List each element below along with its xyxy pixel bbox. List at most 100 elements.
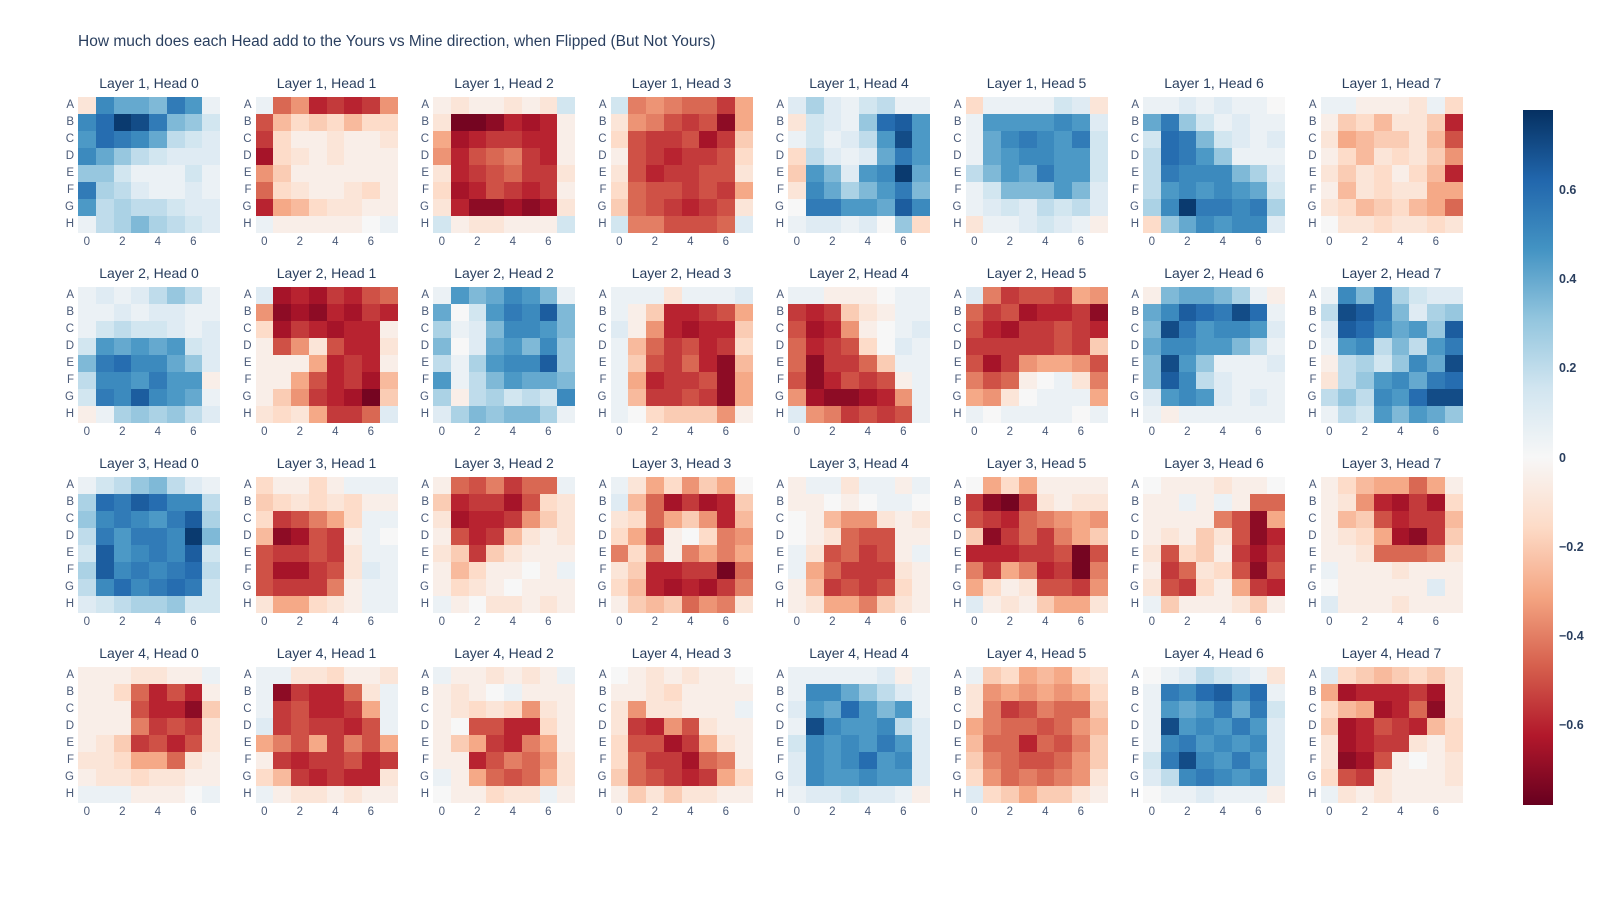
heatmap-cell[interactable] (468, 752, 487, 769)
heatmap-cell[interactable] (1018, 769, 1037, 786)
heatmap-cell[interactable] (450, 528, 469, 545)
heatmap-cell[interactable] (166, 114, 185, 131)
heatmap-cell[interactable] (823, 216, 842, 233)
heatmap-cell[interactable] (1427, 114, 1445, 131)
heatmap-cell[interactable] (1231, 304, 1250, 321)
heatmap-cell[interactable] (1072, 148, 1090, 165)
heatmap-cell[interactable] (1072, 165, 1090, 182)
heatmap-cell[interactable] (1089, 684, 1108, 701)
heatmap-cell[interactable] (788, 97, 806, 114)
heatmap-cell[interactable] (1373, 752, 1392, 769)
heatmap-cell[interactable] (149, 131, 167, 148)
heatmap-cell[interactable] (876, 182, 895, 199)
heatmap-cell[interactable] (1036, 769, 1055, 786)
heatmap-cell[interactable] (1089, 701, 1108, 718)
heatmap-cell[interactable] (273, 182, 291, 199)
heatmap-cell[interactable] (291, 579, 309, 596)
heatmap-cell[interactable] (734, 338, 753, 355)
heatmap-cell[interactable] (894, 338, 913, 355)
heatmap-cell[interactable] (95, 528, 114, 545)
heatmap-cell[interactable] (1160, 372, 1179, 389)
heatmap-cell[interactable] (1409, 182, 1427, 199)
heatmap-cell[interactable] (149, 321, 167, 338)
heatmap-cell[interactable] (1267, 511, 1285, 528)
heatmap-cell[interactable] (1089, 528, 1108, 545)
heatmap-cell[interactable] (255, 287, 274, 304)
heatmap-cell[interactable] (557, 752, 575, 769)
heatmap-cell[interactable] (1391, 752, 1410, 769)
heatmap-cell[interactable] (521, 735, 540, 752)
heatmap-cell[interactable] (1391, 389, 1410, 406)
heatmap-cell[interactable] (699, 372, 717, 389)
heatmap-cell[interactable] (699, 511, 717, 528)
heatmap-cell[interactable] (1036, 562, 1055, 579)
heatmap-cell[interactable] (326, 216, 345, 233)
heatmap-cell[interactable] (1214, 562, 1232, 579)
heatmap-cell[interactable] (734, 199, 753, 216)
heatmap-cell[interactable] (1356, 131, 1374, 148)
heatmap-cell[interactable] (717, 165, 735, 182)
heatmap-cell[interactable] (610, 287, 629, 304)
heatmap-cell[interactable] (539, 355, 558, 372)
heatmap-cell[interactable] (1214, 216, 1232, 233)
heatmap-cell[interactable] (646, 579, 664, 596)
heatmap-cell[interactable] (362, 701, 380, 718)
heatmap-cell[interactable] (486, 338, 504, 355)
heatmap-cell[interactable] (1036, 477, 1055, 494)
heatmap-cell[interactable] (291, 596, 309, 613)
heatmap-cell[interactable] (823, 667, 842, 684)
heatmap-cell[interactable] (1356, 148, 1374, 165)
heatmap-cell[interactable] (894, 304, 913, 321)
heatmap-cell[interactable] (1267, 304, 1285, 321)
heatmap-cell[interactable] (1214, 667, 1232, 684)
heatmap-cell[interactable] (1001, 216, 1019, 233)
heatmap-cell[interactable] (78, 97, 96, 114)
heatmap-cell[interactable] (1001, 165, 1019, 182)
heatmap-cell[interactable] (1444, 131, 1463, 148)
heatmap-cell[interactable] (326, 718, 345, 735)
heatmap-cell[interactable] (663, 406, 682, 423)
heatmap-cell[interactable] (326, 114, 345, 131)
heatmap-cell[interactable] (433, 701, 451, 718)
heatmap-cell[interactable] (734, 406, 753, 423)
heatmap-cell[interactable] (1054, 701, 1072, 718)
heatmap-cell[interactable] (859, 786, 877, 803)
heatmap-cell[interactable] (699, 182, 717, 199)
heatmap-cell[interactable] (362, 199, 380, 216)
heatmap-cell[interactable] (1160, 287, 1179, 304)
heatmap-cell[interactable] (717, 769, 735, 786)
heatmap-cell[interactable] (557, 199, 575, 216)
heatmap-cell[interactable] (734, 148, 753, 165)
heatmap-cell[interactable] (273, 528, 291, 545)
heatmap-cell[interactable] (983, 579, 1001, 596)
heatmap-cell[interactable] (1036, 786, 1055, 803)
heatmap-cell[interactable] (841, 182, 859, 199)
heatmap-cell[interactable] (788, 596, 806, 613)
heatmap-cell[interactable] (912, 511, 930, 528)
heatmap-cell[interactable] (433, 304, 451, 321)
heatmap-cell[interactable] (1018, 182, 1037, 199)
heatmap-cell[interactable] (557, 684, 575, 701)
heatmap-cell[interactable] (95, 701, 114, 718)
heatmap-cell[interactable] (468, 701, 487, 718)
heatmap-cell[interactable] (1409, 97, 1427, 114)
heatmap-cell[interactable] (255, 701, 274, 718)
heatmap-cell[interactable] (468, 494, 487, 511)
heatmap-cell[interactable] (184, 718, 203, 735)
heatmap-cell[interactable] (646, 338, 664, 355)
heatmap-cell[interactable] (1214, 389, 1232, 406)
heatmap-cell[interactable] (95, 735, 114, 752)
heatmap-cell[interactable] (610, 562, 629, 579)
heatmap-cell[interactable] (468, 718, 487, 735)
heatmap-cell[interactable] (78, 596, 96, 613)
heatmap-cell[interactable] (1072, 406, 1090, 423)
heatmap-cell[interactable] (379, 718, 398, 735)
heatmap-cell[interactable] (131, 165, 149, 182)
heatmap-cell[interactable] (291, 562, 309, 579)
heatmap-cell[interactable] (1054, 114, 1072, 131)
heatmap-cell[interactable] (379, 752, 398, 769)
heatmap-cell[interactable] (894, 579, 913, 596)
heatmap-cell[interactable] (841, 579, 859, 596)
